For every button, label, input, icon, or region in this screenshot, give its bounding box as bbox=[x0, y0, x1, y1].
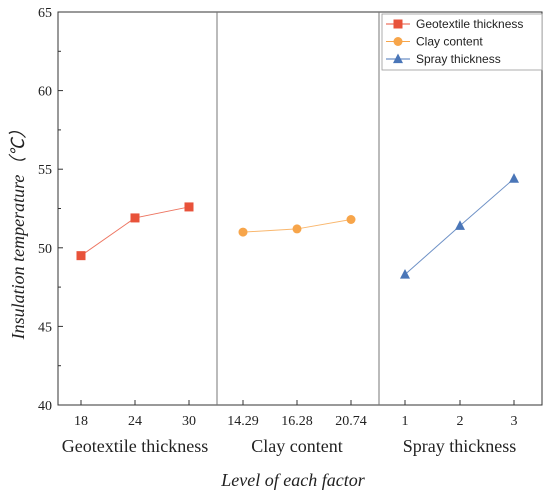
group-label: Clay content bbox=[251, 436, 342, 456]
data-point bbox=[292, 224, 302, 234]
legend-marker bbox=[393, 37, 403, 46]
x-tick-label: 20.74 bbox=[335, 414, 367, 429]
y-axis-title: Insulation temperature（℃） bbox=[8, 121, 28, 341]
data-point bbox=[238, 227, 248, 237]
legend-marker bbox=[393, 19, 403, 29]
data-point bbox=[184, 202, 194, 212]
legend-label: Clay content bbox=[416, 35, 483, 49]
x-tick-label: 18 bbox=[74, 414, 88, 429]
plot-frame bbox=[57, 11, 543, 406]
y-tick-label: 55 bbox=[38, 163, 52, 178]
x-tick-label: 14.29 bbox=[227, 414, 259, 429]
group-label: Spray thickness bbox=[403, 436, 516, 456]
x-tick-label: 30 bbox=[182, 414, 196, 429]
data-point bbox=[455, 220, 465, 230]
x-tick-label: 1 bbox=[402, 414, 409, 429]
x-tick-label: 3 bbox=[511, 414, 518, 429]
legend-label: Spray thickness bbox=[416, 52, 501, 66]
x-tick-label: 16.28 bbox=[281, 414, 313, 429]
legend-marker bbox=[393, 53, 403, 64]
y-tick-label: 60 bbox=[38, 85, 52, 100]
y-tick-label: 40 bbox=[38, 399, 52, 414]
x-tick-label: 2 bbox=[457, 414, 464, 429]
x-tick-label: 24 bbox=[128, 414, 142, 429]
data-point bbox=[76, 251, 86, 261]
y-tick-label: 45 bbox=[38, 320, 52, 335]
y-tick-label: 50 bbox=[38, 242, 52, 257]
y-tick-label: 65 bbox=[38, 6, 52, 21]
x-axis-title: Level of each factor bbox=[220, 470, 365, 490]
legend-label: Geotextile thickness bbox=[416, 17, 523, 31]
data-point bbox=[130, 213, 140, 223]
group-label: Geotextile thickness bbox=[62, 436, 208, 456]
data-point bbox=[509, 173, 519, 183]
data-point bbox=[346, 215, 356, 225]
data-point bbox=[400, 269, 410, 279]
